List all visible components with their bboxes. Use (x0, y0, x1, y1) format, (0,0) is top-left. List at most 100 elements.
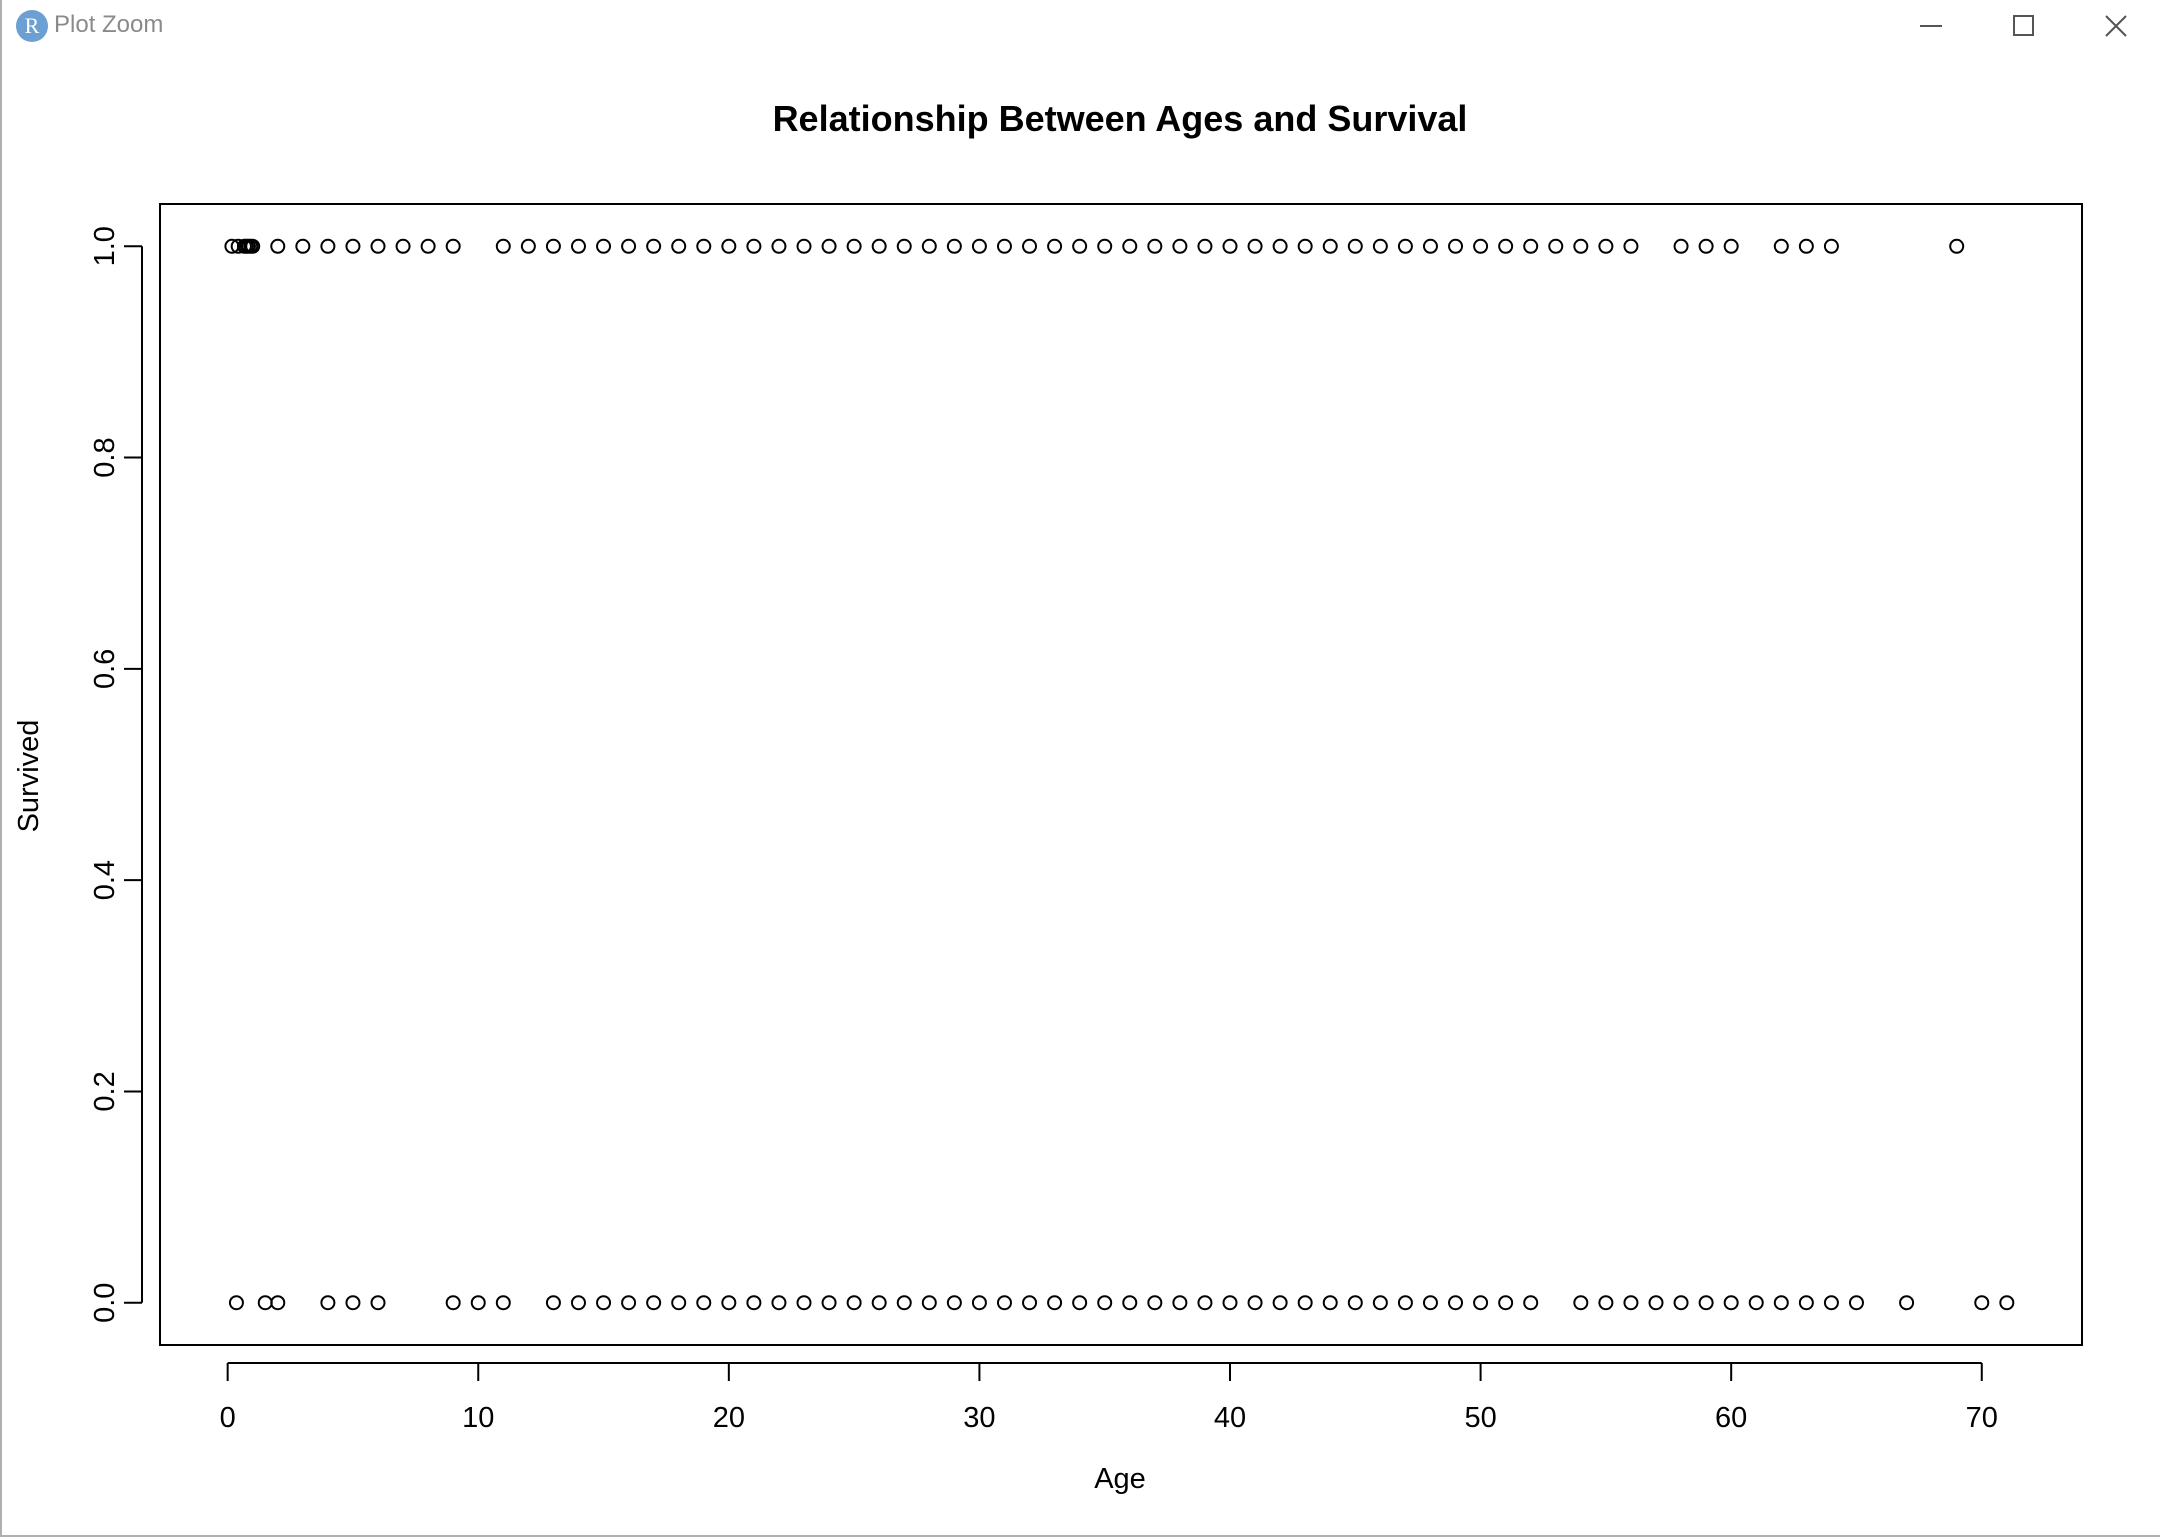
data-point (1949, 238, 1965, 254)
data-point (370, 238, 386, 254)
data-point (996, 238, 1012, 254)
data-point (1097, 238, 1113, 254)
data-point (1222, 1295, 1238, 1311)
data-point (1573, 238, 1589, 254)
data-point (1773, 238, 1789, 254)
maximize-button[interactable] (1994, 6, 2054, 46)
data-point (896, 1295, 912, 1311)
data-point (1798, 238, 1814, 254)
data-point (1247, 238, 1263, 254)
data-point (1573, 1295, 1589, 1311)
data-point (395, 238, 411, 254)
y-tick-label: 0.2 (89, 1071, 121, 1111)
data-point (1523, 238, 1539, 254)
data-point (671, 1295, 687, 1311)
x-tick-label: 60 (1715, 1402, 1747, 1434)
data-point (1372, 238, 1388, 254)
data-point (1448, 1295, 1464, 1311)
data-point (545, 1295, 561, 1311)
data-point (771, 238, 787, 254)
data-point (1097, 1295, 1113, 1311)
data-point (896, 238, 912, 254)
data-point (1297, 1295, 1313, 1311)
data-point (1823, 1295, 1839, 1311)
data-point (846, 238, 862, 254)
data-point (696, 1295, 712, 1311)
data-point (871, 1295, 887, 1311)
data-point (1422, 238, 1438, 254)
data-point (1222, 238, 1238, 254)
data-point (470, 1295, 486, 1311)
data-point (1974, 1295, 1990, 1311)
x-tick-label: 40 (1214, 1402, 1246, 1434)
y-tick-label: 0.8 (89, 437, 121, 477)
data-point (245, 238, 261, 254)
data-point (671, 238, 687, 254)
data-point (1698, 1295, 1714, 1311)
x-axis: 0 10 20 30 40 50 60 70 (220, 1362, 1998, 1434)
data-point (1022, 238, 1038, 254)
y-tick-label: 1.0 (89, 226, 121, 266)
close-icon (2105, 15, 2127, 37)
maximize-icon (2013, 15, 2034, 36)
data-point (596, 238, 612, 254)
data-point (1673, 238, 1689, 254)
data-point (1122, 1295, 1138, 1311)
data-point (646, 1295, 662, 1311)
data-point (1698, 238, 1714, 254)
data-point (696, 238, 712, 254)
data-point (1147, 1295, 1163, 1311)
data-point (520, 238, 536, 254)
data-point (1197, 238, 1213, 254)
data-point (1623, 238, 1639, 254)
data-point (445, 1295, 461, 1311)
data-point (1748, 1295, 1764, 1311)
data-point (846, 1295, 862, 1311)
data-point (495, 238, 511, 254)
data-point (545, 238, 561, 254)
data-point (1397, 238, 1413, 254)
data-point (345, 1295, 361, 1311)
data-point (1322, 1295, 1338, 1311)
y-tick-label: 0.0 (89, 1283, 121, 1323)
data-point (646, 238, 662, 254)
data-point (445, 238, 461, 254)
data-point (370, 1295, 386, 1311)
x-tick-label: 50 (1464, 1402, 1496, 1434)
data-point (796, 238, 812, 254)
x-tick-label: 0 (220, 1402, 236, 1434)
data-point (771, 1295, 787, 1311)
data-point (1798, 1295, 1814, 1311)
data-point (1397, 1295, 1413, 1311)
data-point (921, 238, 937, 254)
data-point (746, 1295, 762, 1311)
data-point (1648, 1295, 1664, 1311)
data-point (1172, 238, 1188, 254)
data-point (1498, 1295, 1514, 1311)
data-point (1047, 1295, 1063, 1311)
data-point (1848, 1295, 1864, 1311)
data-point (1147, 238, 1163, 254)
data-point (1623, 1295, 1639, 1311)
data-point (1322, 238, 1338, 254)
data-point (228, 1295, 244, 1311)
data-point (1473, 1295, 1489, 1311)
minimize-button[interactable] (1902, 6, 1962, 46)
title-bar[interactable]: R Plot Zoom (2, 0, 2160, 52)
minimize-icon (1920, 25, 1942, 27)
x-tick-label: 70 (1966, 1402, 1998, 1434)
close-button[interactable] (2086, 6, 2146, 46)
chart-title: Relationship Between Ages and Survival (773, 98, 1468, 139)
data-point (746, 238, 762, 254)
data-point (1247, 1295, 1263, 1311)
data-point (1548, 238, 1564, 254)
data-point (1673, 1295, 1689, 1311)
data-point (1723, 1295, 1739, 1311)
data-point (596, 1295, 612, 1311)
data-point (1598, 238, 1614, 254)
data-point (270, 1295, 286, 1311)
data-point (1422, 1295, 1438, 1311)
data-point (946, 1295, 962, 1311)
data-point (721, 238, 737, 254)
